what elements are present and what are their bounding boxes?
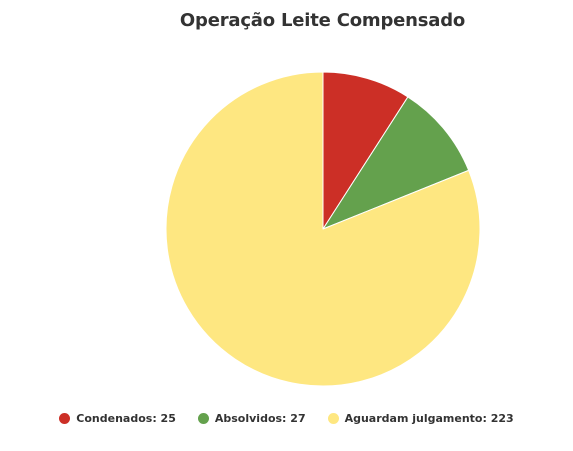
legend-marker-condenados — [59, 413, 71, 424]
legend: Condenados: 25 Absolvidos: 27 Aguardam j… — [0, 412, 573, 425]
legend-item-absolvidos[interactable]: Absolvidos: 27 — [197, 412, 306, 425]
legend-marker-aguardam-julgamento — [327, 413, 339, 424]
pie-slice-aguardam-julgamento[interactable] — [165, 71, 481, 387]
pie-slice-absolvidos[interactable] — [322, 96, 470, 230]
chart-title: Operação Leite Compensado — [179, 10, 466, 31]
legend-label-aguardam-julgamento: Aguardam julgamento: 223 — [344, 412, 514, 425]
legend-label-absolvidos: Absolvidos: 27 — [214, 412, 306, 425]
pie-slice-condenados[interactable] — [322, 71, 409, 230]
legend-item-condenados[interactable]: Condenados: 25 — [59, 412, 176, 425]
legend-marker-absolvidos — [197, 413, 209, 424]
legend-label-condenados: Condenados: 25 — [76, 412, 176, 425]
legend-item-aguardam-julgamento[interactable]: Aguardam julgamento: 223 — [327, 412, 514, 425]
